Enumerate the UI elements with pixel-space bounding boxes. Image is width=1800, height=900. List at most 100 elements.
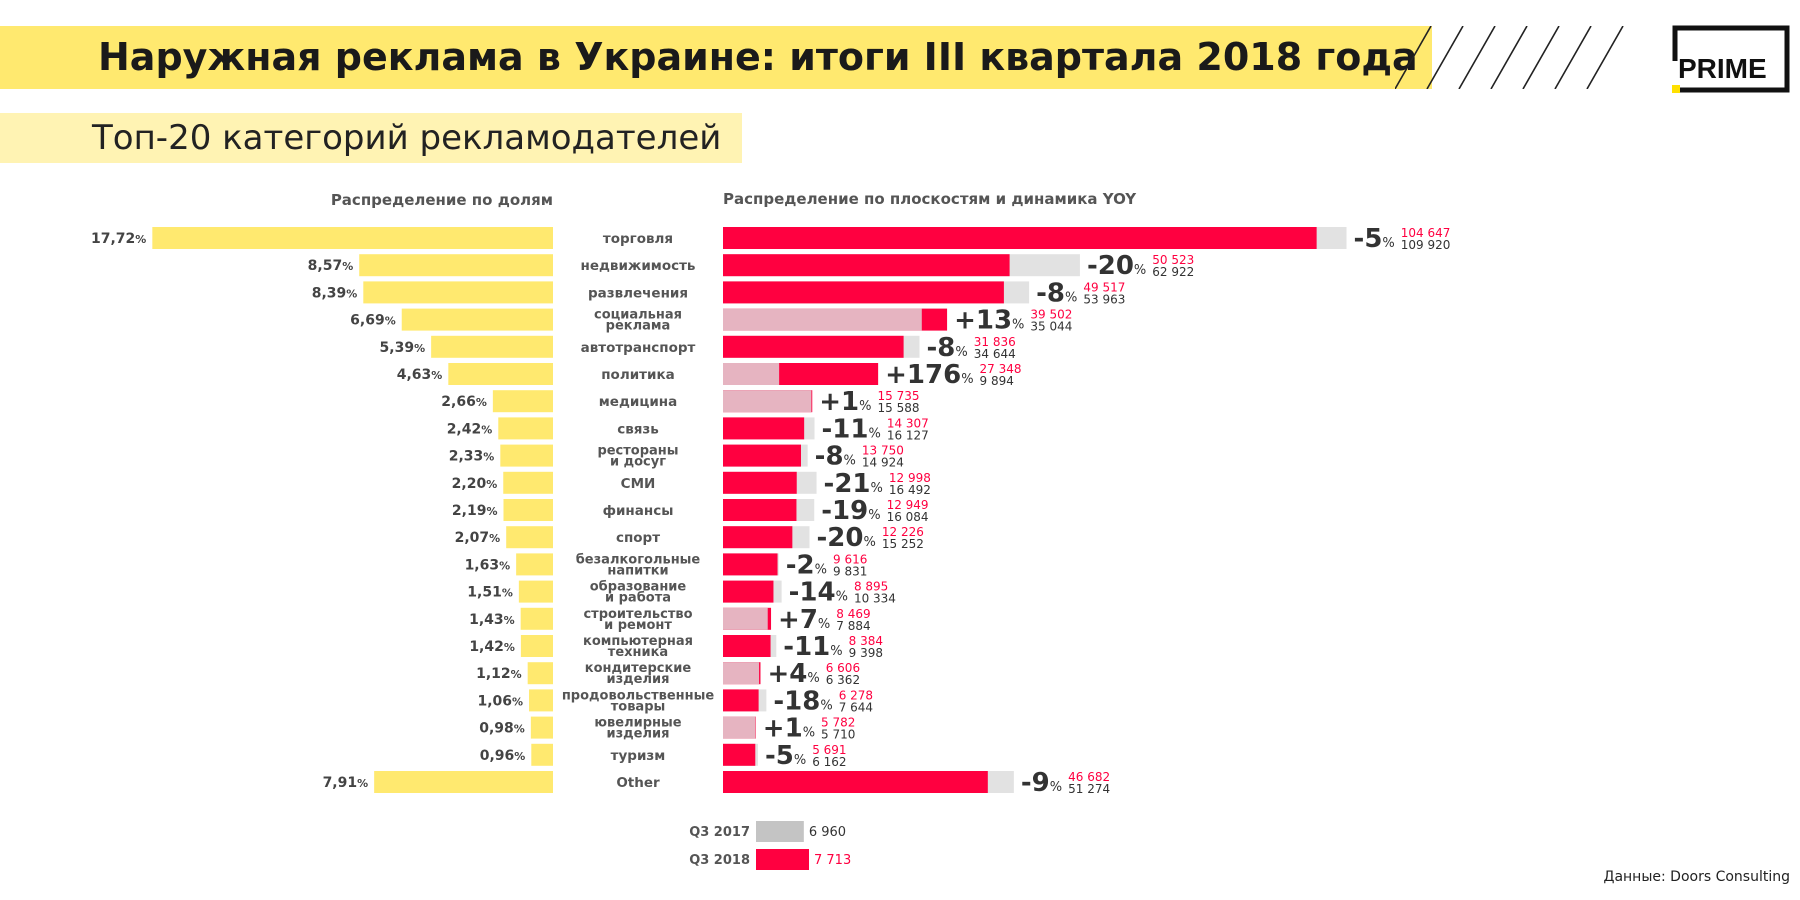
yoy-change-label: -20% [817, 523, 876, 553]
yoy-change-number: -11 [783, 632, 830, 662]
value-q3-2018-label: 12 998 [889, 471, 931, 485]
value-q3-2018-label: 104 647 [1401, 226, 1451, 240]
share-value-number: 8,39 [312, 285, 347, 301]
value-q3-2017-label: 51 274 [1068, 782, 1110, 796]
bar-q3-2018 [723, 335, 904, 358]
yoy-change-number: -20 [817, 523, 864, 553]
yoy-change-unit: % [1012, 318, 1024, 333]
yoy-change-number: +4 [767, 659, 807, 689]
yoy-change-label: -18% [773, 686, 832, 716]
share-value-number: 7,91 [323, 775, 358, 791]
yoy-change-number: +1 [763, 714, 803, 744]
share-value-label: 17,72% [91, 231, 146, 247]
yoy-change-number: -8 [927, 333, 956, 363]
share-value-unit: % [499, 559, 510, 572]
share-value-unit: % [511, 668, 522, 681]
value-q3-2017-label: 15 588 [878, 401, 920, 415]
share-value-unit: % [486, 505, 497, 518]
yoy-change-number: -21 [824, 469, 871, 499]
value-q3-2018-label: 49 517 [1083, 280, 1125, 294]
category-label: Other [616, 775, 660, 791]
category-label-line: образование [590, 580, 687, 595]
share-value-unit: % [514, 723, 525, 736]
value-q3-2017-label: 10 334 [854, 592, 896, 606]
value-q3-2017-label: 16 127 [887, 428, 929, 442]
category-label-line: строительство [583, 607, 692, 622]
yoy-change-unit: % [818, 617, 830, 632]
category-label: туризм [611, 748, 666, 764]
bar-q3-2018 [723, 526, 793, 549]
yoy-change-number: +176 [885, 360, 961, 390]
bar-q3-2018 [723, 417, 805, 440]
share-value-number: 6,69 [350, 313, 385, 329]
yoy-change-label: -11% [783, 632, 842, 662]
legend-label: Q3 2017 [689, 825, 750, 840]
share-value-unit: % [514, 750, 525, 763]
share-value-unit: % [414, 342, 425, 355]
yoy-change-unit: % [961, 372, 973, 387]
share-value-number: 0,98 [479, 721, 514, 737]
share-bar [492, 390, 553, 413]
yoy-change-number: -14 [789, 578, 836, 608]
legend-swatch [756, 849, 809, 870]
share-bar [516, 553, 553, 576]
share-value-label: 7,91% [323, 775, 369, 791]
share-bar [431, 335, 553, 358]
value-q3-2018-label: 6 278 [839, 688, 873, 702]
yoy-change-number: +13 [954, 306, 1012, 336]
share-value-label: 8,39% [312, 285, 358, 301]
logo-yellow-square [1672, 85, 1680, 93]
yoy-change-number: +1 [819, 387, 859, 417]
yoy-change-label: +7% [778, 605, 830, 635]
category-label: политика [601, 367, 675, 383]
category-label-line: товары [611, 699, 666, 714]
yoy-change-unit: % [868, 426, 880, 441]
yoy-change-unit: % [820, 698, 832, 713]
value-q3-2018-label: 12 949 [887, 498, 929, 512]
share-bar [520, 635, 553, 657]
bar-q3-2018 [723, 771, 988, 793]
yoy-change-number: +7 [778, 605, 818, 635]
value-q3-2017-label: 15 252 [882, 537, 924, 551]
value-q3-2017-label: 9 894 [980, 374, 1014, 388]
share-value-number: 1,63 [465, 557, 500, 573]
share-value-unit: % [135, 233, 146, 246]
value-q3-2017-label: 7 644 [839, 700, 873, 714]
page-title: Наружная реклама в Украине: итоги III кв… [98, 35, 1418, 79]
category-label: недвижимость [581, 258, 696, 274]
category-label-line: социальная [594, 308, 682, 323]
share-value-unit: % [486, 478, 497, 491]
bar-q3-2018 [723, 281, 1004, 304]
share-bar [500, 444, 553, 467]
logo-gap [1672, 61, 1680, 91]
value-q3-2017-label: 16 492 [889, 483, 931, 497]
category-label: медицина [599, 394, 677, 410]
share-value-label: 0,98% [479, 721, 525, 737]
share-bar [506, 526, 553, 549]
subtitle-band [0, 113, 742, 163]
legend: Q3 2017 6 960 Q3 2018 7 713 [689, 821, 851, 870]
share-value-label: 2,19% [452, 503, 498, 519]
share-value-unit: % [489, 532, 500, 545]
value-q3-2018-label: 27 348 [980, 362, 1022, 376]
share-value-label: 2,66% [441, 394, 487, 410]
value-q3-2017-label: 62 922 [1152, 265, 1194, 279]
yoy-change-number: -20 [1087, 251, 1134, 281]
value-q3-2018-label: 8 384 [849, 634, 883, 648]
share-bar [503, 471, 553, 494]
category-label-line: техника [608, 645, 668, 660]
category-label-line: компьютерная [583, 634, 693, 649]
share-value-unit: % [512, 695, 523, 708]
yoy-change-unit: % [859, 399, 871, 414]
yoy-change-unit: % [1065, 290, 1077, 305]
bar-q3-2017 [723, 607, 768, 630]
yoy-change-label: +1% [763, 714, 815, 744]
yoy-change-unit: % [807, 671, 819, 686]
share-value-unit: % [431, 369, 442, 382]
category-label-line: рестораны [597, 444, 678, 459]
value-q3-2017-label: 34 644 [974, 347, 1016, 361]
share-value-number: 2,66 [441, 394, 476, 410]
yoy-change-number: -19 [821, 496, 868, 526]
value-q3-2017-label: 5 710 [821, 728, 855, 742]
